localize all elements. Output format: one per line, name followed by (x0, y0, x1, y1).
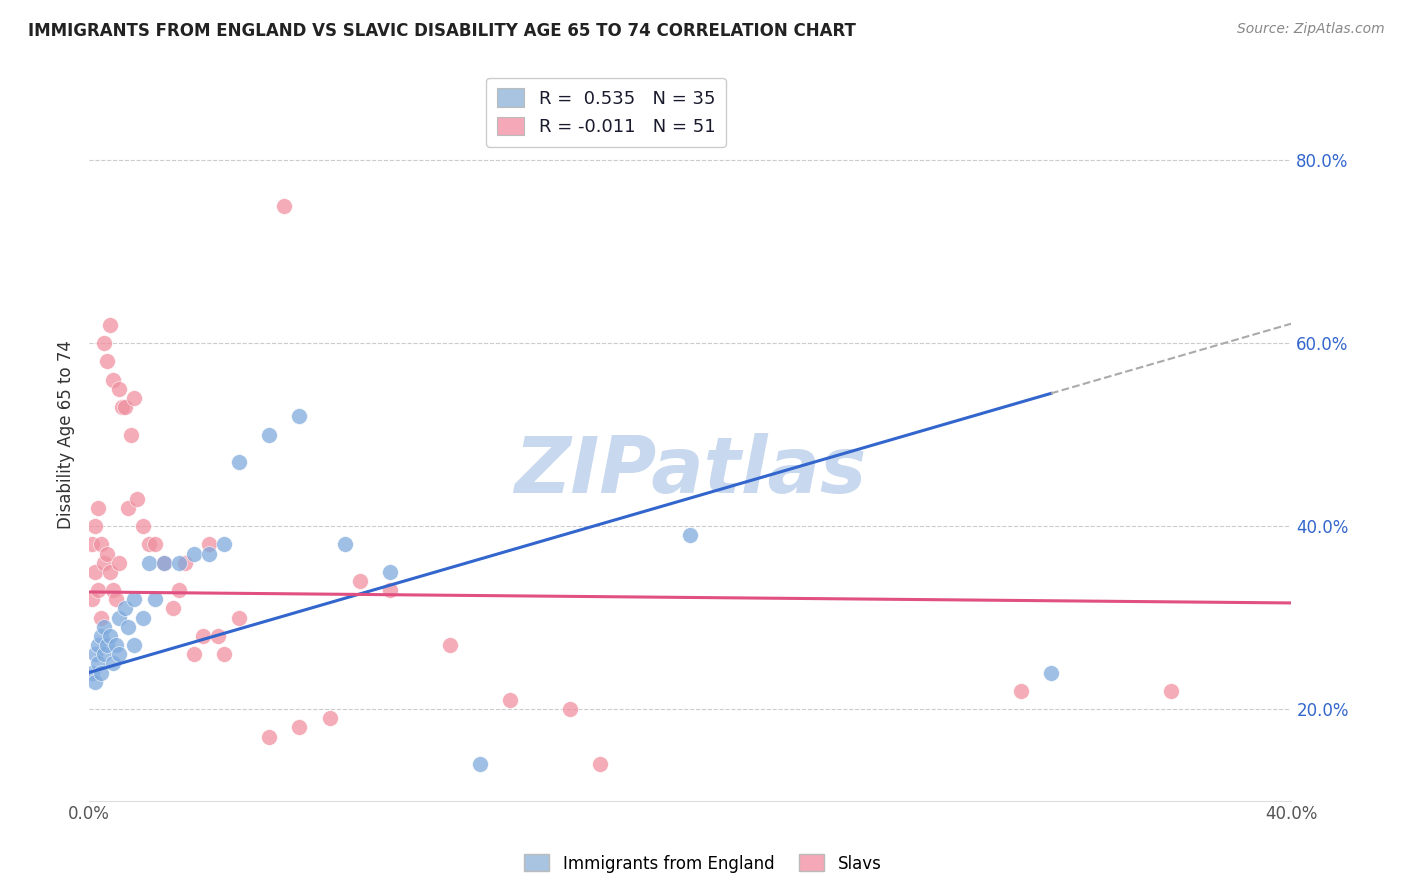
Point (117, 620, 139, 634)
Point (114, 601, 136, 615)
Point (87, 638, 110, 652)
Point (87, 657, 110, 671)
Point (101, 583, 124, 598)
Point (1039, 665, 1062, 680)
Legend: Immigrants from England, Slavs: Immigrants from England, Slavs (517, 847, 889, 880)
Point (198, 537, 221, 551)
Point (603, 803, 626, 817)
Point (80, 665, 103, 680)
Point (214, 537, 236, 551)
Point (96, 638, 118, 652)
Point (87, 500, 110, 515)
Point (117, 500, 139, 515)
Point (122, 391, 145, 405)
Point (333, 537, 356, 551)
Point (439, 638, 461, 652)
Point (349, 574, 371, 588)
Point (96, 354, 118, 368)
Point (259, 427, 281, 442)
Point (108, 382, 131, 396)
Point (120, 427, 142, 442)
Point (1010, 683, 1032, 698)
Point (90, 610, 112, 624)
Point (499, 693, 522, 707)
Point (288, 409, 311, 424)
Point (558, 702, 581, 716)
Legend: R =  0.535   N = 35, R = -0.011   N = 51: R = 0.535 N = 35, R = -0.011 N = 51 (486, 78, 725, 147)
Point (90, 537, 112, 551)
Point (105, 638, 128, 652)
Point (105, 592, 128, 607)
Point (98, 318, 121, 332)
Point (101, 657, 124, 671)
Point (108, 647, 131, 661)
Point (90, 665, 112, 680)
Point (84, 565, 107, 579)
Point (228, 455, 250, 469)
Point (122, 638, 145, 652)
Point (207, 629, 229, 643)
Point (378, 565, 401, 579)
Point (259, 730, 281, 744)
Point (87, 583, 110, 598)
Point (122, 592, 145, 607)
Text: IMMIGRANTS FROM ENGLAND VS SLAVIC DISABILITY AGE 65 TO 74 CORRELATION CHART: IMMIGRANTS FROM ENGLAND VS SLAVIC DISABI… (28, 22, 856, 40)
Point (84, 674, 107, 689)
Text: Source: ZipAtlas.com: Source: ZipAtlas.com (1237, 22, 1385, 37)
Point (679, 528, 702, 542)
Y-axis label: Disability Age 65 to 74: Disability Age 65 to 74 (58, 340, 75, 529)
Point (167, 583, 190, 598)
Point (80, 537, 103, 551)
Point (174, 556, 197, 570)
Point (84, 647, 107, 661)
Point (111, 400, 134, 414)
Point (90, 629, 112, 643)
Point (378, 583, 401, 598)
Point (84, 519, 107, 533)
Point (589, 757, 612, 772)
Point (214, 647, 236, 661)
Point (468, 757, 491, 772)
Point (108, 556, 131, 570)
Point (138, 537, 160, 551)
Point (143, 592, 166, 607)
Point (96, 547, 118, 561)
Text: ZIPatlas: ZIPatlas (515, 434, 866, 509)
Point (98, 565, 121, 579)
Point (153, 556, 176, 570)
Point (138, 556, 160, 570)
Point (167, 556, 190, 570)
Point (93, 620, 115, 634)
Point (193, 629, 215, 643)
Point (183, 547, 205, 561)
Point (132, 610, 155, 624)
Point (114, 400, 136, 414)
Point (93, 647, 115, 661)
Point (183, 647, 205, 661)
Point (318, 711, 340, 725)
Point (101, 373, 124, 387)
Point (153, 556, 176, 570)
Point (132, 519, 155, 533)
Point (198, 547, 221, 561)
Point (127, 491, 149, 506)
Point (80, 592, 103, 607)
Point (98, 629, 121, 643)
Point (93, 336, 115, 351)
Point (143, 537, 166, 551)
Point (288, 720, 311, 734)
Point (273, 199, 295, 213)
Point (228, 610, 250, 624)
Point (1160, 683, 1182, 698)
Point (162, 601, 184, 615)
Point (93, 556, 115, 570)
Point (108, 610, 131, 624)
